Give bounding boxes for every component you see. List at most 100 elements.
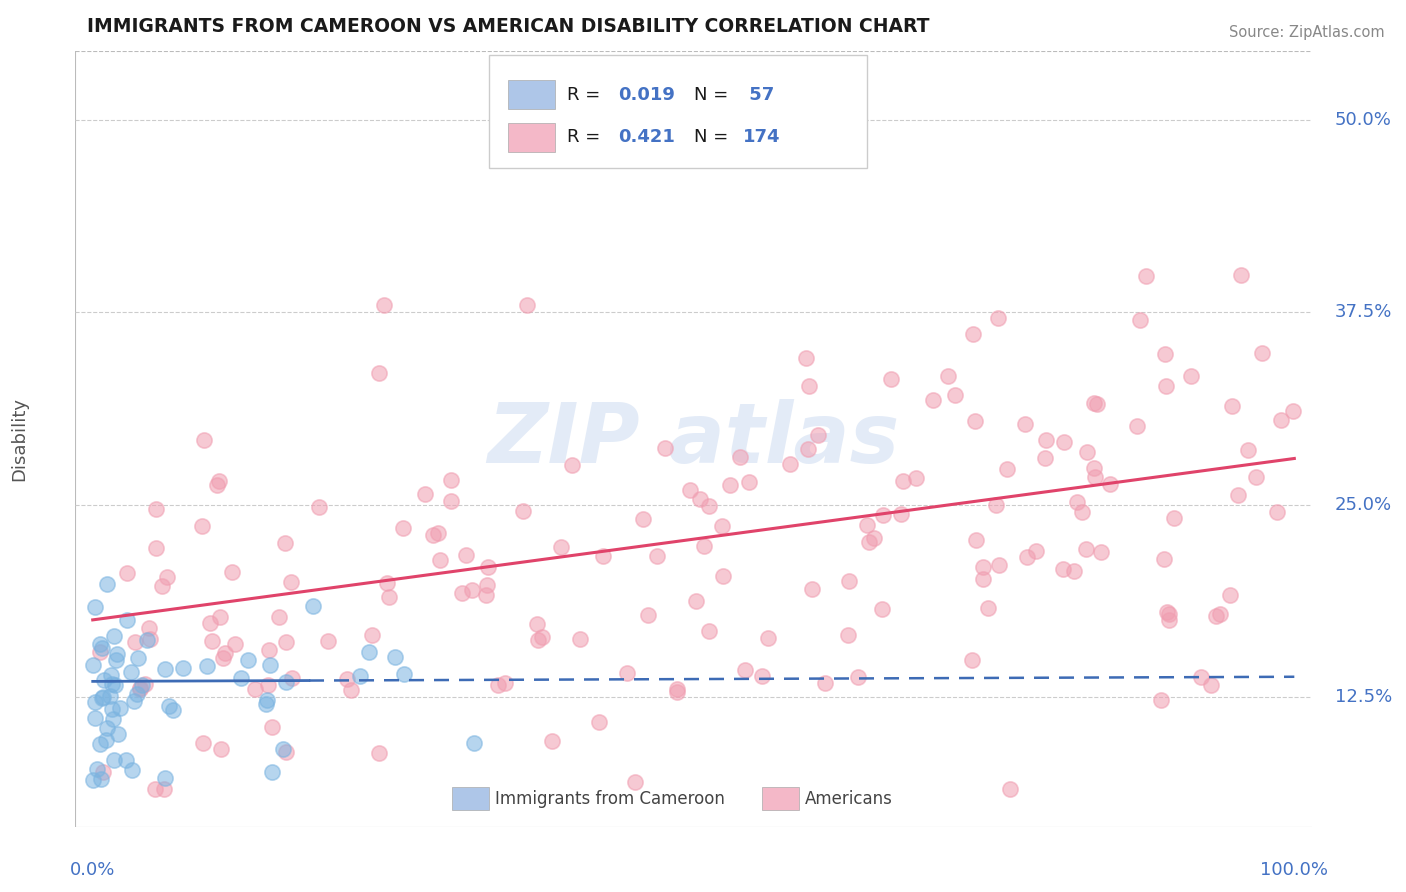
- Point: [384, 650, 406, 665]
- Point: [269, 610, 291, 624]
- Point: [1014, 417, 1036, 431]
- Point: [486, 678, 509, 692]
- Point: [800, 582, 823, 597]
- Point: [561, 458, 583, 472]
- Text: 174: 174: [742, 128, 780, 146]
- Point: [378, 590, 401, 604]
- Point: [349, 669, 371, 683]
- Point: [1220, 400, 1243, 414]
- Point: [367, 367, 389, 381]
- Point: [83, 711, 105, 725]
- Point: [274, 674, 297, 689]
- Point: [516, 298, 538, 312]
- Point: [807, 428, 830, 442]
- Point: [477, 560, 499, 574]
- Point: [637, 608, 659, 623]
- Point: [84, 600, 107, 615]
- Point: [262, 764, 284, 779]
- Point: [145, 541, 167, 556]
- Point: [1063, 564, 1085, 578]
- Point: [962, 327, 984, 342]
- Point: [124, 635, 146, 649]
- Point: [115, 753, 138, 767]
- Point: [794, 351, 817, 365]
- Point: [336, 672, 359, 686]
- Point: [475, 577, 498, 591]
- Point: [1017, 550, 1039, 565]
- Point: [440, 473, 463, 487]
- Point: [243, 681, 266, 696]
- Point: [623, 775, 645, 789]
- Point: [359, 645, 381, 659]
- Point: [1265, 505, 1288, 519]
- Text: 0.421: 0.421: [619, 128, 675, 146]
- Point: [1129, 313, 1152, 327]
- Point: [550, 541, 572, 555]
- Point: [855, 517, 877, 532]
- Point: [1076, 542, 1098, 557]
- Text: 57: 57: [742, 86, 775, 103]
- Point: [121, 763, 143, 777]
- Point: [526, 616, 548, 631]
- Point: [475, 588, 498, 602]
- Point: [1205, 608, 1227, 623]
- Point: [201, 634, 224, 648]
- Point: [1099, 477, 1122, 491]
- Point: [128, 682, 150, 697]
- Point: [89, 645, 111, 659]
- Bar: [508, 122, 555, 152]
- Point: [1180, 368, 1202, 383]
- Point: [665, 681, 688, 696]
- Point: [512, 503, 534, 517]
- Point: [96, 721, 118, 735]
- Text: N =: N =: [693, 86, 734, 103]
- Point: [124, 694, 146, 708]
- Point: [156, 570, 179, 584]
- Point: [1246, 469, 1268, 483]
- Point: [98, 689, 121, 703]
- Point: [153, 782, 176, 797]
- Point: [863, 531, 886, 545]
- Point: [454, 548, 477, 562]
- Text: Disability: Disability: [10, 397, 28, 482]
- Point: [960, 653, 983, 667]
- Point: [588, 714, 610, 729]
- Point: [150, 579, 173, 593]
- Point: [231, 671, 253, 685]
- Point: [120, 665, 142, 680]
- Point: [214, 646, 236, 660]
- Text: 25.0%: 25.0%: [1334, 496, 1392, 514]
- Point: [531, 630, 554, 644]
- Point: [1153, 552, 1175, 566]
- Point: [1156, 605, 1178, 619]
- Point: [451, 586, 474, 600]
- Point: [1229, 268, 1251, 283]
- Point: [998, 782, 1021, 797]
- Point: [797, 379, 820, 393]
- Point: [718, 478, 741, 492]
- Point: [1251, 346, 1274, 360]
- Point: [1025, 544, 1047, 558]
- Point: [976, 601, 998, 615]
- Text: 37.5%: 37.5%: [1334, 303, 1392, 321]
- Point: [221, 565, 243, 579]
- Point: [1201, 678, 1223, 692]
- Point: [413, 487, 436, 501]
- Point: [541, 734, 564, 748]
- Point: [1154, 378, 1177, 392]
- Point: [101, 677, 124, 691]
- Point: [870, 602, 893, 616]
- Point: [82, 658, 104, 673]
- Point: [891, 475, 914, 489]
- Point: [429, 552, 451, 566]
- Point: [427, 526, 450, 541]
- Text: 0.019: 0.019: [619, 86, 675, 103]
- Point: [756, 631, 779, 645]
- Point: [751, 669, 773, 683]
- Point: [689, 491, 711, 506]
- Point: [1085, 397, 1108, 411]
- Text: R =: R =: [567, 128, 606, 146]
- Point: [1083, 396, 1105, 410]
- Point: [654, 441, 676, 455]
- Point: [191, 519, 214, 533]
